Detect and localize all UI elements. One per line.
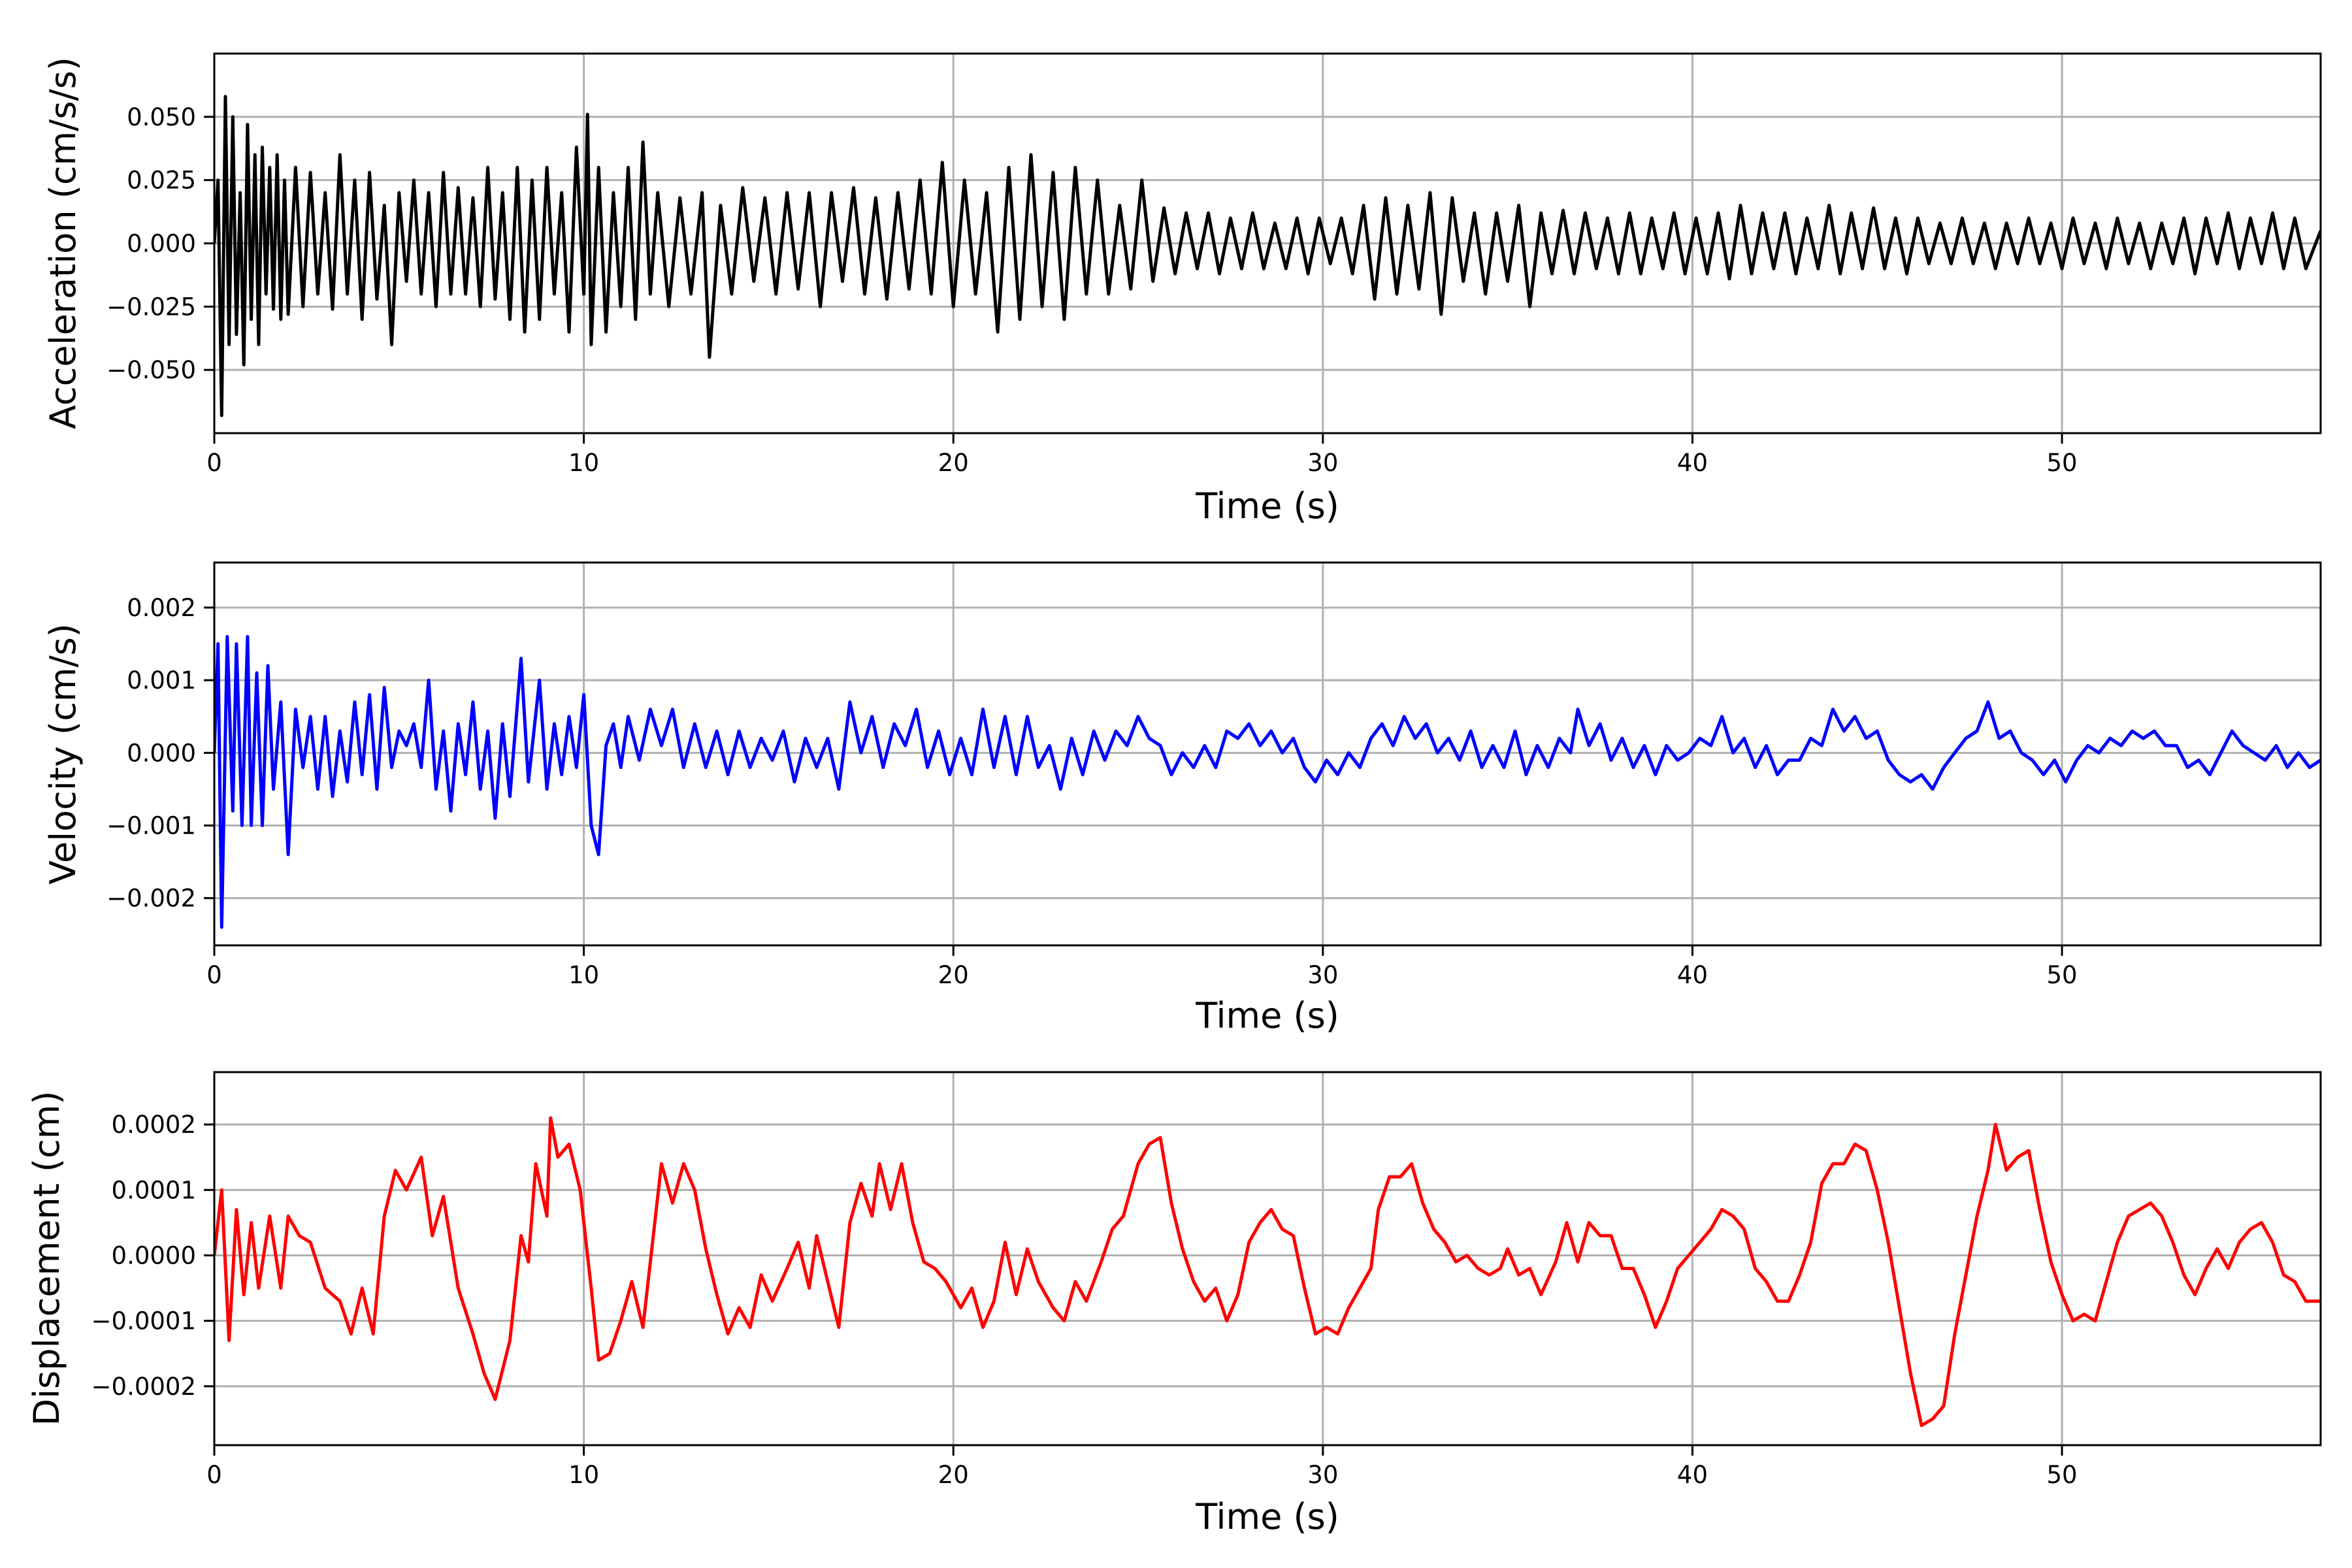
x-tick-label: 30 [1307, 961, 1338, 989]
y-tick-label: 0.025 [127, 167, 196, 195]
x-tick-label: 40 [1677, 1461, 1708, 1489]
y-tick-label: −0.002 [106, 885, 196, 913]
displacement-panel: Time (s) Displacement (cm) 0 10 20 30 40 50 −0… [26, 1071, 2322, 1537]
y-axis-label: Velocity (cm/s) [42, 623, 84, 885]
y-tick-label: 0.0000 [112, 1241, 196, 1269]
x-tick-label: 10 [568, 1461, 599, 1489]
x-axis-label: Time (s) [1195, 1496, 1339, 1537]
series-line [214, 1116, 2321, 1428]
y-tick-label: 0.000 [127, 739, 196, 767]
y-tick-label: 0.002 [127, 594, 196, 622]
x-axis-label: Time (s) [1195, 485, 1339, 527]
series-line [214, 634, 2321, 929]
x-tick-label: 40 [1677, 961, 1708, 989]
y-tick-label: 0.000 [127, 230, 196, 258]
x-axis-label: Time (s) [1195, 995, 1339, 1036]
y-tick-label: −0.001 [106, 812, 196, 840]
x-tick-label: 20 [938, 449, 969, 477]
x-tick-label: 10 [568, 449, 599, 477]
x-tick-label: 50 [2047, 1461, 2078, 1489]
y-tick-label: −0.025 [106, 293, 196, 321]
acceleration-panel: Time (s) Acceleration (cm/s/s) 0 10 20 30 40… [42, 52, 2322, 527]
x-tick-label: 0 [206, 449, 222, 477]
y-tick-label: −0.0001 [91, 1307, 196, 1335]
series-line [214, 95, 2321, 417]
y-tick-label: 0.001 [127, 666, 196, 694]
axes-frame [213, 561, 2322, 947]
x-tick-label: 50 [2047, 961, 2078, 989]
x-tick-label: 0 [206, 961, 222, 989]
y-tick-label: −0.0002 [91, 1373, 196, 1401]
y-tick-label: −0.050 [106, 356, 196, 384]
x-tick-label: 10 [568, 961, 599, 989]
y-tick-label: 0.050 [127, 103, 196, 131]
y-tick-label: 0.0002 [112, 1111, 196, 1139]
x-tick-label: 0 [206, 1461, 222, 1489]
axes-frame [213, 1071, 2322, 1446]
y-tick-label: 0.0001 [112, 1176, 196, 1204]
x-tick-label: 20 [938, 1461, 969, 1489]
y-axis-label: Displacement (cm) [26, 1091, 67, 1426]
velocity-panel: Time (s) Velocity (cm/s) 0 10 20 30 40 50 −0.0… [42, 561, 2322, 1036]
y-axis-label: Acceleration (cm/s/s) [42, 57, 84, 429]
x-tick-label: 30 [1307, 1461, 1338, 1489]
x-tick-label: 20 [938, 961, 969, 989]
x-tick-label: 40 [1677, 449, 1708, 477]
x-tick-label: 30 [1307, 449, 1338, 477]
x-tick-label: 50 [2047, 449, 2078, 477]
